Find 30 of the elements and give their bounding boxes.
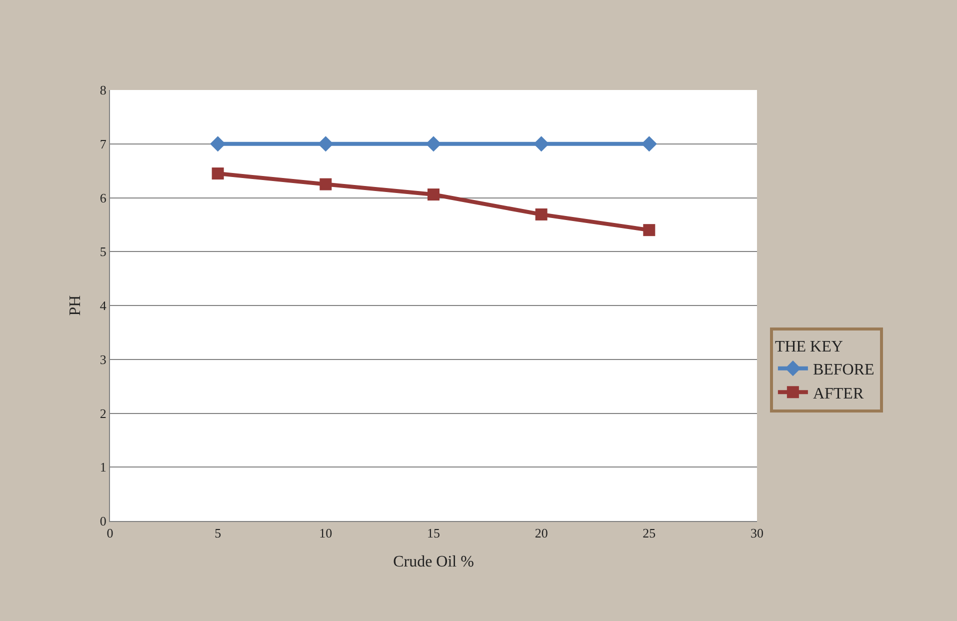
y-tick-label: 3 — [100, 352, 106, 367]
x-tick-label: 15 — [427, 526, 440, 541]
point — [212, 168, 224, 180]
y-tick-label: 1 — [100, 460, 106, 475]
y-tick-label: 0 — [100, 514, 106, 529]
y-tick-label: 8 — [100, 82, 106, 98]
legend-label: AFTER — [812, 385, 864, 402]
point — [428, 188, 440, 201]
point — [534, 136, 550, 152]
point — [641, 136, 657, 152]
y-axis-title: PH — [66, 294, 84, 316]
y-tick-label: 2 — [100, 406, 106, 421]
x-tick-label: 10 — [319, 526, 332, 541]
y-tick-label: 4 — [100, 298, 107, 314]
y-tick-label: 5 — [100, 244, 106, 260]
point — [426, 136, 442, 152]
point — [210, 136, 226, 152]
point — [320, 178, 332, 190]
point — [535, 208, 548, 220]
point — [643, 224, 656, 236]
x-tick-label: 5 — [214, 526, 222, 541]
x-axis-title: Crude Oil % — [393, 553, 474, 570]
x-tick-label: 30 — [750, 526, 764, 541]
y-tick-label: 7 — [100, 136, 107, 152]
x-tick-label: 20 — [534, 526, 548, 541]
point — [318, 136, 334, 152]
y-tick-label: 6 — [100, 190, 107, 206]
legend-title: THE KEY — [774, 338, 844, 356]
legend-label: BEFORE — [812, 362, 874, 379]
x-tick-label: 25 — [642, 526, 656, 541]
